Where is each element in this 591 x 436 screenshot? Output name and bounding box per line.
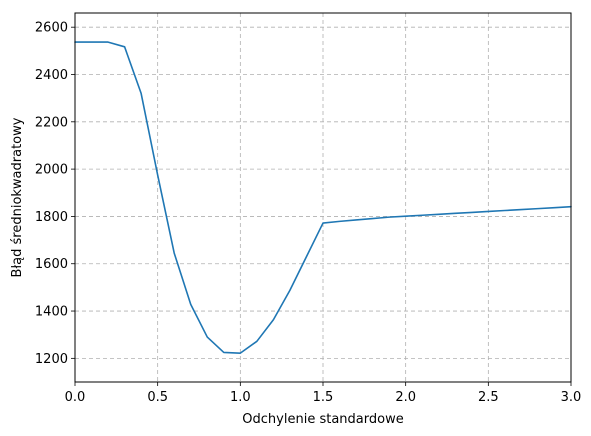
y-tick-label: 1200 bbox=[35, 352, 68, 367]
x-axis-label: Odchylenie standardowe bbox=[242, 412, 403, 427]
x-tick-label: 0.5 bbox=[147, 390, 168, 405]
x-tick-label: 2.5 bbox=[478, 390, 499, 405]
grid bbox=[74, 13, 572, 382]
x-tick-label: 3.0 bbox=[561, 390, 582, 405]
y-tick-label: 2000 bbox=[35, 163, 68, 178]
y-tick-label: 2400 bbox=[35, 68, 68, 83]
y-tick-label: 1800 bbox=[35, 210, 68, 225]
y-tick-label: 2600 bbox=[35, 21, 68, 36]
series-layer bbox=[74, 41, 572, 354]
x-tick-label: 2.0 bbox=[395, 390, 416, 405]
series-line bbox=[74, 41, 572, 354]
x-tick-label: 1.5 bbox=[313, 390, 334, 405]
x-tick-label: 1.0 bbox=[230, 390, 251, 405]
x-tick-label: 0.0 bbox=[65, 390, 86, 405]
y-tick-label: 1400 bbox=[35, 305, 68, 320]
y-tick-label: 1600 bbox=[35, 257, 68, 272]
y-axis-label: Błąd średniokwadratowy bbox=[10, 117, 25, 277]
ticks: 0.0 0.5 1.0 1.5 2.0 2.5 3.0 1200 1400 1600 1800 200… bbox=[35, 21, 581, 405]
y-tick-label: 2200 bbox=[35, 115, 68, 130]
